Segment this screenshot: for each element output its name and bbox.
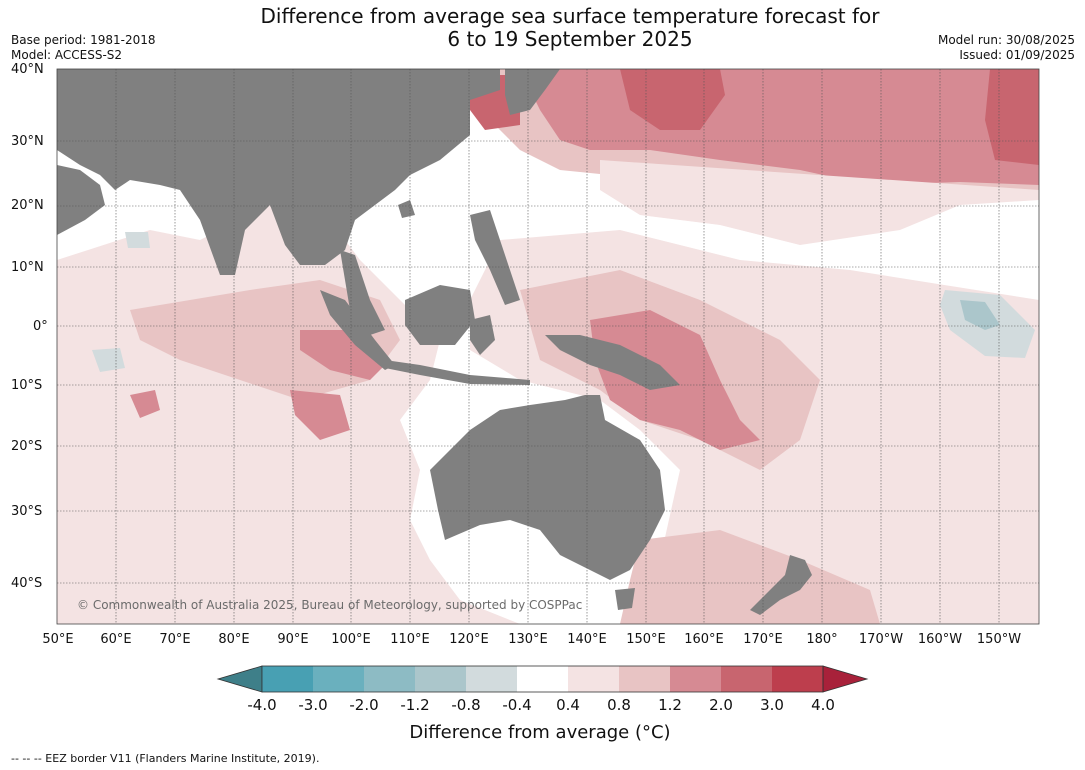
lon-label-130e: 130°E <box>508 632 548 647</box>
colorbar-frame <box>261 665 824 693</box>
land-japan <box>505 69 560 115</box>
lon-label-150w: 150°W <box>976 632 1022 647</box>
colorbar-swatch <box>772 666 823 692</box>
meta-left: Base period: 1981-2018 Model: ACCESS-S2 <box>11 33 156 63</box>
lon-label-120e: 120°E <box>449 632 489 647</box>
lat-label-10s: 10°S <box>11 378 43 393</box>
lon-label-180: 180° <box>806 632 838 647</box>
lat-label-20s: 20°S <box>11 439 43 454</box>
base-period: Base period: 1981-2018 <box>11 33 156 47</box>
colorbar-tick-label: 0.4 <box>556 696 580 714</box>
lon-label-110e: 110°E <box>390 632 430 647</box>
colorbar-swatch <box>619 666 670 692</box>
lon-label-70e: 70°E <box>159 632 191 647</box>
colorbar-swatch <box>466 666 517 692</box>
eez-footnote: -- -- -- EEZ border V11 (Flanders Marine… <box>11 752 320 765</box>
colorbar-swatch <box>721 666 772 692</box>
anomaly-tasman-warm <box>620 530 880 624</box>
lon-label-50e: 50°E <box>42 632 74 647</box>
model-run: Model run: 30/08/2025 <box>937 33 1075 47</box>
land-tasmania <box>615 588 635 610</box>
lat-label-10n: 10°N <box>11 260 44 275</box>
colorbar-swatch <box>670 666 721 692</box>
lon-label-160w: 160°W <box>917 632 963 647</box>
colorbar-swatch <box>568 666 619 692</box>
issued-date: Issued: 01/09/2025 <box>959 48 1075 62</box>
lat-label-40n: 40°N <box>11 62 44 77</box>
model-name: Model: ACCESS-S2 <box>11 48 123 62</box>
colorbar-title: Difference from average (°C) <box>409 722 671 743</box>
land-australia <box>430 395 665 580</box>
colorbar-tick-label: 2.0 <box>709 696 733 714</box>
colorbar-swatch <box>517 666 568 692</box>
meta-right: Model run: 30/08/2025 Issued: 01/09/2025 <box>938 33 1075 63</box>
colorbar <box>216 665 869 693</box>
colorbar-swatch <box>415 666 466 692</box>
colorbar-extend-low <box>216 665 263 693</box>
land-taiwan <box>398 200 415 218</box>
land-sumatra <box>320 290 395 370</box>
anomaly-north-white-strip <box>600 160 1039 245</box>
colorbar-tick-label: -0.8 <box>451 696 481 714</box>
lon-label-60e: 60°E <box>100 632 132 647</box>
lon-label-160e: 160°E <box>684 632 724 647</box>
colorbar-tick-label: 1.2 <box>658 696 682 714</box>
lon-label-170e: 170°E <box>743 632 783 647</box>
anomaly-indian-ocean-warm-patch <box>130 330 390 440</box>
land-philippines <box>470 210 520 305</box>
land-sulawesi <box>470 315 495 355</box>
colorbar-tick-label: -0.4 <box>502 696 532 714</box>
colorbar-tick-label: 3.0 <box>760 696 784 714</box>
lat-label-30s: 30°S <box>11 504 43 519</box>
colorbar-swatch <box>364 666 415 692</box>
land-asia <box>57 69 500 275</box>
colorbar-swatch <box>262 666 313 692</box>
lon-label-80e: 80°E <box>218 632 250 647</box>
colorbar-tick-label: 4.0 <box>811 696 835 714</box>
anomaly-central-pacific-cool-core <box>960 300 1000 330</box>
land-borneo <box>405 285 475 345</box>
colorbar-tick-label: -3.0 <box>298 696 328 714</box>
lon-label-140e: 140°E <box>567 632 607 647</box>
land-java-lesser-sunda <box>385 360 530 385</box>
title-line-1: Difference from average sea surface temp… <box>260 4 880 28</box>
lon-label-170w: 170°W <box>858 632 904 647</box>
colorbar-extend-high <box>822 665 869 693</box>
map-frame <box>56 68 1040 625</box>
colorbar-tick-label: -1.2 <box>400 696 430 714</box>
land-arabia <box>57 165 105 235</box>
land-new-zealand <box>750 555 812 615</box>
title-line-2: 6 to 19 September 2025 <box>447 27 693 51</box>
colorbar-tick-label: -2.0 <box>349 696 379 714</box>
lat-label-40s: 40°S <box>11 576 43 591</box>
graticule <box>57 69 1039 624</box>
colorbar-tick-label: -4.0 <box>247 696 277 714</box>
lat-label-30n: 30°N <box>11 134 44 149</box>
lon-label-90e: 90°E <box>277 632 309 647</box>
copyright-notice: © Commonwealth of Australia 2025, Bureau… <box>77 598 583 612</box>
anomaly-indian-cool <box>92 232 150 372</box>
lat-label-20n: 20°N <box>11 198 44 213</box>
lat-label-eq: 0° <box>33 319 48 334</box>
colorbar-tick-label: 0.8 <box>607 696 631 714</box>
colorbar-swatch <box>313 666 364 692</box>
lon-label-150e: 150°E <box>626 632 666 647</box>
lon-label-100e: 100°E <box>331 632 371 647</box>
